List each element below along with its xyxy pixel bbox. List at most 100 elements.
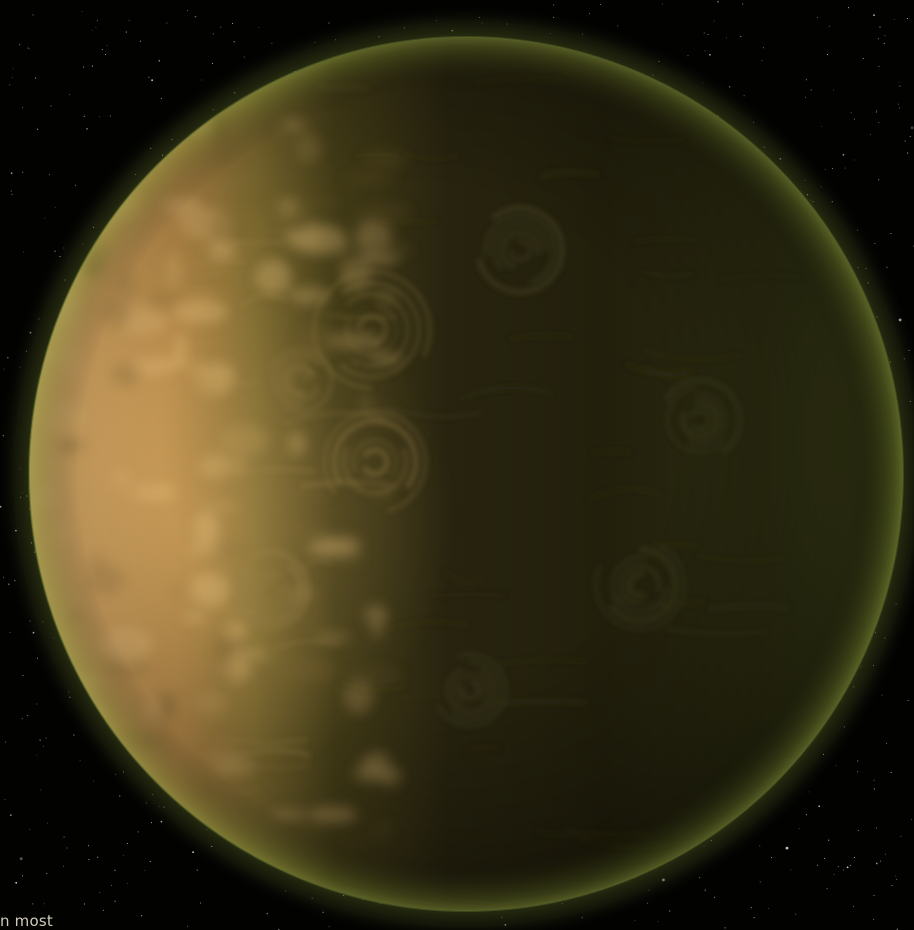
star [833, 873, 835, 875]
cloud-streak [765, 844, 866, 855]
star [10, 190, 12, 192]
star [101, 48, 103, 51]
star [820, 125, 823, 127]
star [212, 33, 214, 35]
star [81, 11, 83, 13]
star [83, 66, 85, 68]
cloud-patch [32, 723, 67, 733]
star [160, 98, 162, 100]
cloud-patch [94, 122, 125, 136]
star [661, 3, 663, 5]
star [835, 765, 837, 767]
star [849, 864, 851, 866]
star [837, 866, 839, 868]
star [828, 839, 830, 841]
star [824, 168, 826, 170]
cloud-streak [811, 138, 895, 146]
star [862, 58, 864, 60]
star [106, 45, 108, 47]
star [19, 44, 21, 46]
cloud-patch [43, 795, 62, 831]
star [907, 152, 909, 154]
star [42, 745, 44, 747]
star [86, 127, 88, 130]
cloud-patch [53, 185, 76, 213]
star [717, 0, 719, 3]
star [54, 206, 56, 208]
star [857, 771, 859, 773]
star [11, 193, 13, 195]
star [896, 878, 898, 880]
cloud-patch [40, 774, 61, 809]
star [853, 118, 856, 120]
star [588, 13, 590, 15]
star [46, 822, 48, 824]
star [805, 79, 807, 81]
star [724, 927, 726, 929]
star [46, 873, 48, 875]
star [853, 905, 855, 907]
star [125, 31, 127, 33]
star [9, 631, 11, 633]
star [805, 814, 807, 816]
star [790, 869, 792, 871]
star [97, 856, 99, 858]
star [328, 926, 330, 928]
star [144, 869, 146, 872]
star [26, 714, 28, 717]
star [95, 26, 97, 28]
star [878, 65, 880, 67]
star [909, 135, 911, 138]
star [102, 909, 104, 911]
star [883, 42, 885, 44]
star [795, 913, 797, 915]
star [844, 167, 846, 169]
star [896, 928, 898, 930]
star [22, 106, 24, 108]
star [750, 907, 752, 909]
star [553, 4, 555, 6]
star [910, 126, 914, 130]
star [878, 122, 880, 124]
star [79, 760, 81, 762]
star [22, 675, 24, 677]
star [96, 20, 98, 22]
star [37, 128, 39, 130]
star [897, 103, 899, 105]
cloud-patch [29, 123, 62, 139]
star [634, 919, 636, 922]
star [4, 799, 6, 801]
star [884, 853, 886, 855]
star [12, 68, 14, 70]
star [873, 919, 875, 921]
star [857, 760, 859, 762]
star [873, 779, 875, 781]
star [43, 903, 45, 905]
star [657, 921, 659, 923]
star [879, 860, 881, 862]
star [62, 865, 65, 867]
star [9, 814, 12, 816]
star [703, 32, 705, 34]
star [873, 788, 875, 790]
star [122, 854, 124, 856]
star [785, 846, 789, 850]
star [890, 772, 892, 774]
star [810, 89, 812, 91]
star [826, 888, 828, 890]
star [873, 14, 875, 17]
star [876, 109, 878, 111]
star [68, 93, 70, 95]
star [194, 15, 197, 18]
star [875, 111, 877, 113]
star [36, 703, 38, 705]
star [899, 85, 901, 87]
star [10, 172, 13, 175]
star [27, 47, 29, 49]
star [833, 89, 835, 91]
star [890, 232, 892, 235]
star [878, 179, 880, 181]
star [900, 835, 902, 837]
star [126, 882, 129, 884]
